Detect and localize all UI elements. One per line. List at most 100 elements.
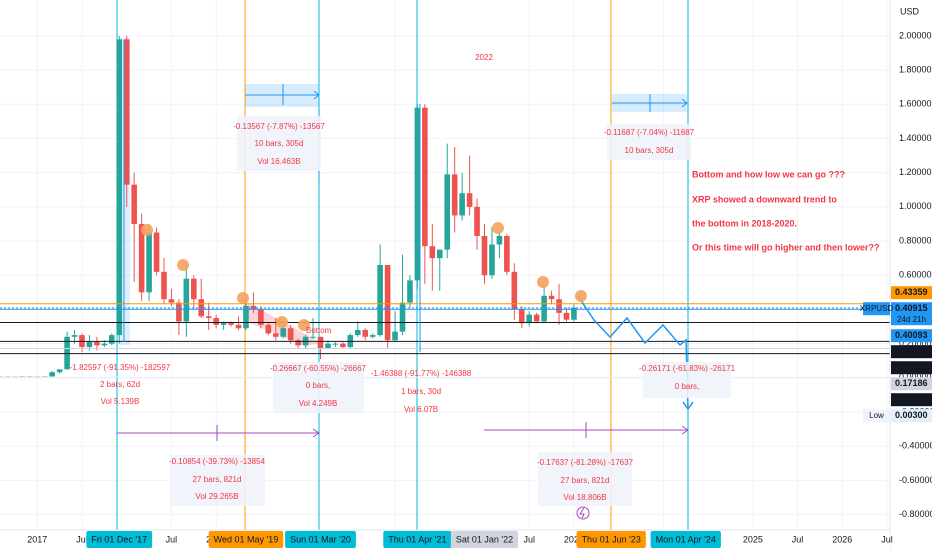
y-tick-label: 1.80000 [899, 64, 932, 74]
y-tick-label: -0.40000 [899, 441, 932, 451]
measure-text: Vol 4.249B [299, 399, 338, 408]
x-tick-label: 2025 [743, 534, 763, 544]
candle-body [466, 193, 473, 207]
candle-body [213, 318, 219, 325]
candle-body [422, 107, 428, 247]
note: Bottom [306, 326, 332, 335]
x-marker-box [450, 531, 519, 548]
measure-text: 1 bars, 30d [401, 387, 441, 396]
measure-box [237, 116, 321, 171]
y-tick-label: 1.40000 [899, 133, 932, 143]
price-lines [0, 303, 890, 378]
price-label: 0.17186 [895, 378, 928, 388]
x-tick-label: Jul [881, 534, 893, 544]
candle-body [548, 295, 555, 300]
price-label: 0.21352 [895, 362, 928, 372]
x-marker-box [650, 531, 721, 548]
candle-body [109, 335, 115, 344]
measure-texts: -1.82597 (-91.35%) -182597 2 bars, 62d V… [70, 122, 736, 502]
candle-body [310, 336, 316, 338]
arrow-head [313, 90, 320, 100]
candle-body [280, 328, 287, 337]
price-label: 0.14165 [895, 394, 928, 404]
candle-body [138, 223, 145, 293]
measure-text: 0 bars, [675, 382, 699, 391]
circle-marker [141, 224, 153, 236]
candle-body [123, 39, 130, 185]
candle-body [64, 336, 70, 370]
candle-body [533, 314, 540, 322]
event-icon[interactable] [576, 506, 590, 520]
x-marker-label: Mon 01 Apr '24 [656, 534, 716, 544]
circle-marker [298, 319, 310, 331]
candle-body [362, 329, 369, 337]
arrow-head [681, 425, 689, 435]
candle-body [116, 39, 123, 336]
measure-text: -0.26667 (-60.55%) -26667 [270, 364, 367, 373]
candle-body [354, 329, 361, 336]
note: XRP showed a downward trend to [692, 194, 837, 204]
candle-body [481, 235, 488, 276]
measure-text: 10 bars, 305d [625, 146, 674, 155]
candle-body [176, 302, 182, 322]
candle-body [489, 244, 495, 276]
candle-body [265, 324, 272, 334]
candle-body [429, 246, 436, 259]
measure-box [170, 455, 265, 506]
price-label: 0.00300 [895, 410, 928, 420]
price-label-box [891, 393, 932, 407]
measure-text: 27 bars, 821d [193, 475, 242, 484]
measure-text: Vol 6.07B [404, 405, 438, 414]
candle-body [205, 316, 212, 318]
price-label: 0.40093 [895, 330, 928, 340]
circle-marker [177, 259, 189, 271]
price-label-box [891, 302, 932, 316]
measure-boxes [170, 116, 731, 506]
candle-body [563, 312, 570, 320]
measure-box [538, 452, 632, 506]
candle-body [377, 265, 383, 336]
y-tick-label: 1.00000 [899, 201, 932, 211]
candle-body [436, 249, 443, 259]
candle-body [384, 265, 391, 341]
measure-text: -0.10854 (-39.73%) -13854 [169, 457, 266, 466]
blue-drawings [123, 40, 694, 411]
candle-body [369, 335, 376, 337]
candle-body [101, 343, 108, 346]
candle-body [496, 235, 503, 245]
x-tick-label: Jul [76, 534, 88, 544]
x-marker-label: Wed 01 May '19 [214, 534, 279, 544]
candle-body [49, 372, 55, 377]
candle-body [332, 343, 339, 345]
measure-text: 27 bars, 821d [561, 476, 610, 485]
candle-body [94, 341, 100, 346]
y-tick-label: 0.60000 [899, 270, 932, 280]
y-tick-label: 0.20000 [899, 338, 932, 348]
circle-marker [537, 276, 549, 288]
measure-text: -1.46388 (-91.77%) -146388 [371, 369, 472, 378]
price-label-box [891, 329, 932, 343]
price-name-box [863, 409, 890, 423]
y-tick-label: -0.80000 [899, 509, 932, 519]
x-tick-label: Jul [792, 534, 804, 544]
x-marker-label: Fri 01 Dec '17 [91, 534, 147, 544]
arrow-head [312, 428, 320, 438]
x-marker-label: Sat 01 Jan '22 [456, 534, 513, 544]
measure-text: 2 bars, 62d [100, 380, 140, 389]
candle-body [541, 295, 547, 322]
x-marker-label: Sun 01 Mar '20 [290, 534, 351, 544]
x-tick-label: 2017 [27, 534, 47, 544]
x-marker-box [208, 531, 284, 548]
candle-body [526, 314, 533, 324]
note: the bottom in 2018-2020. [692, 218, 797, 228]
candle-body [511, 271, 518, 310]
candle-body [220, 323, 227, 325]
price-label: 0.43359 [895, 287, 928, 297]
price-name-box [863, 302, 890, 316]
candle-body [392, 331, 398, 341]
candle-body [459, 193, 465, 216]
price-label: 0.40915 [895, 303, 928, 313]
price-label-box [891, 409, 932, 423]
x-marker-label: Thu 01 Jun '23 [582, 534, 641, 544]
